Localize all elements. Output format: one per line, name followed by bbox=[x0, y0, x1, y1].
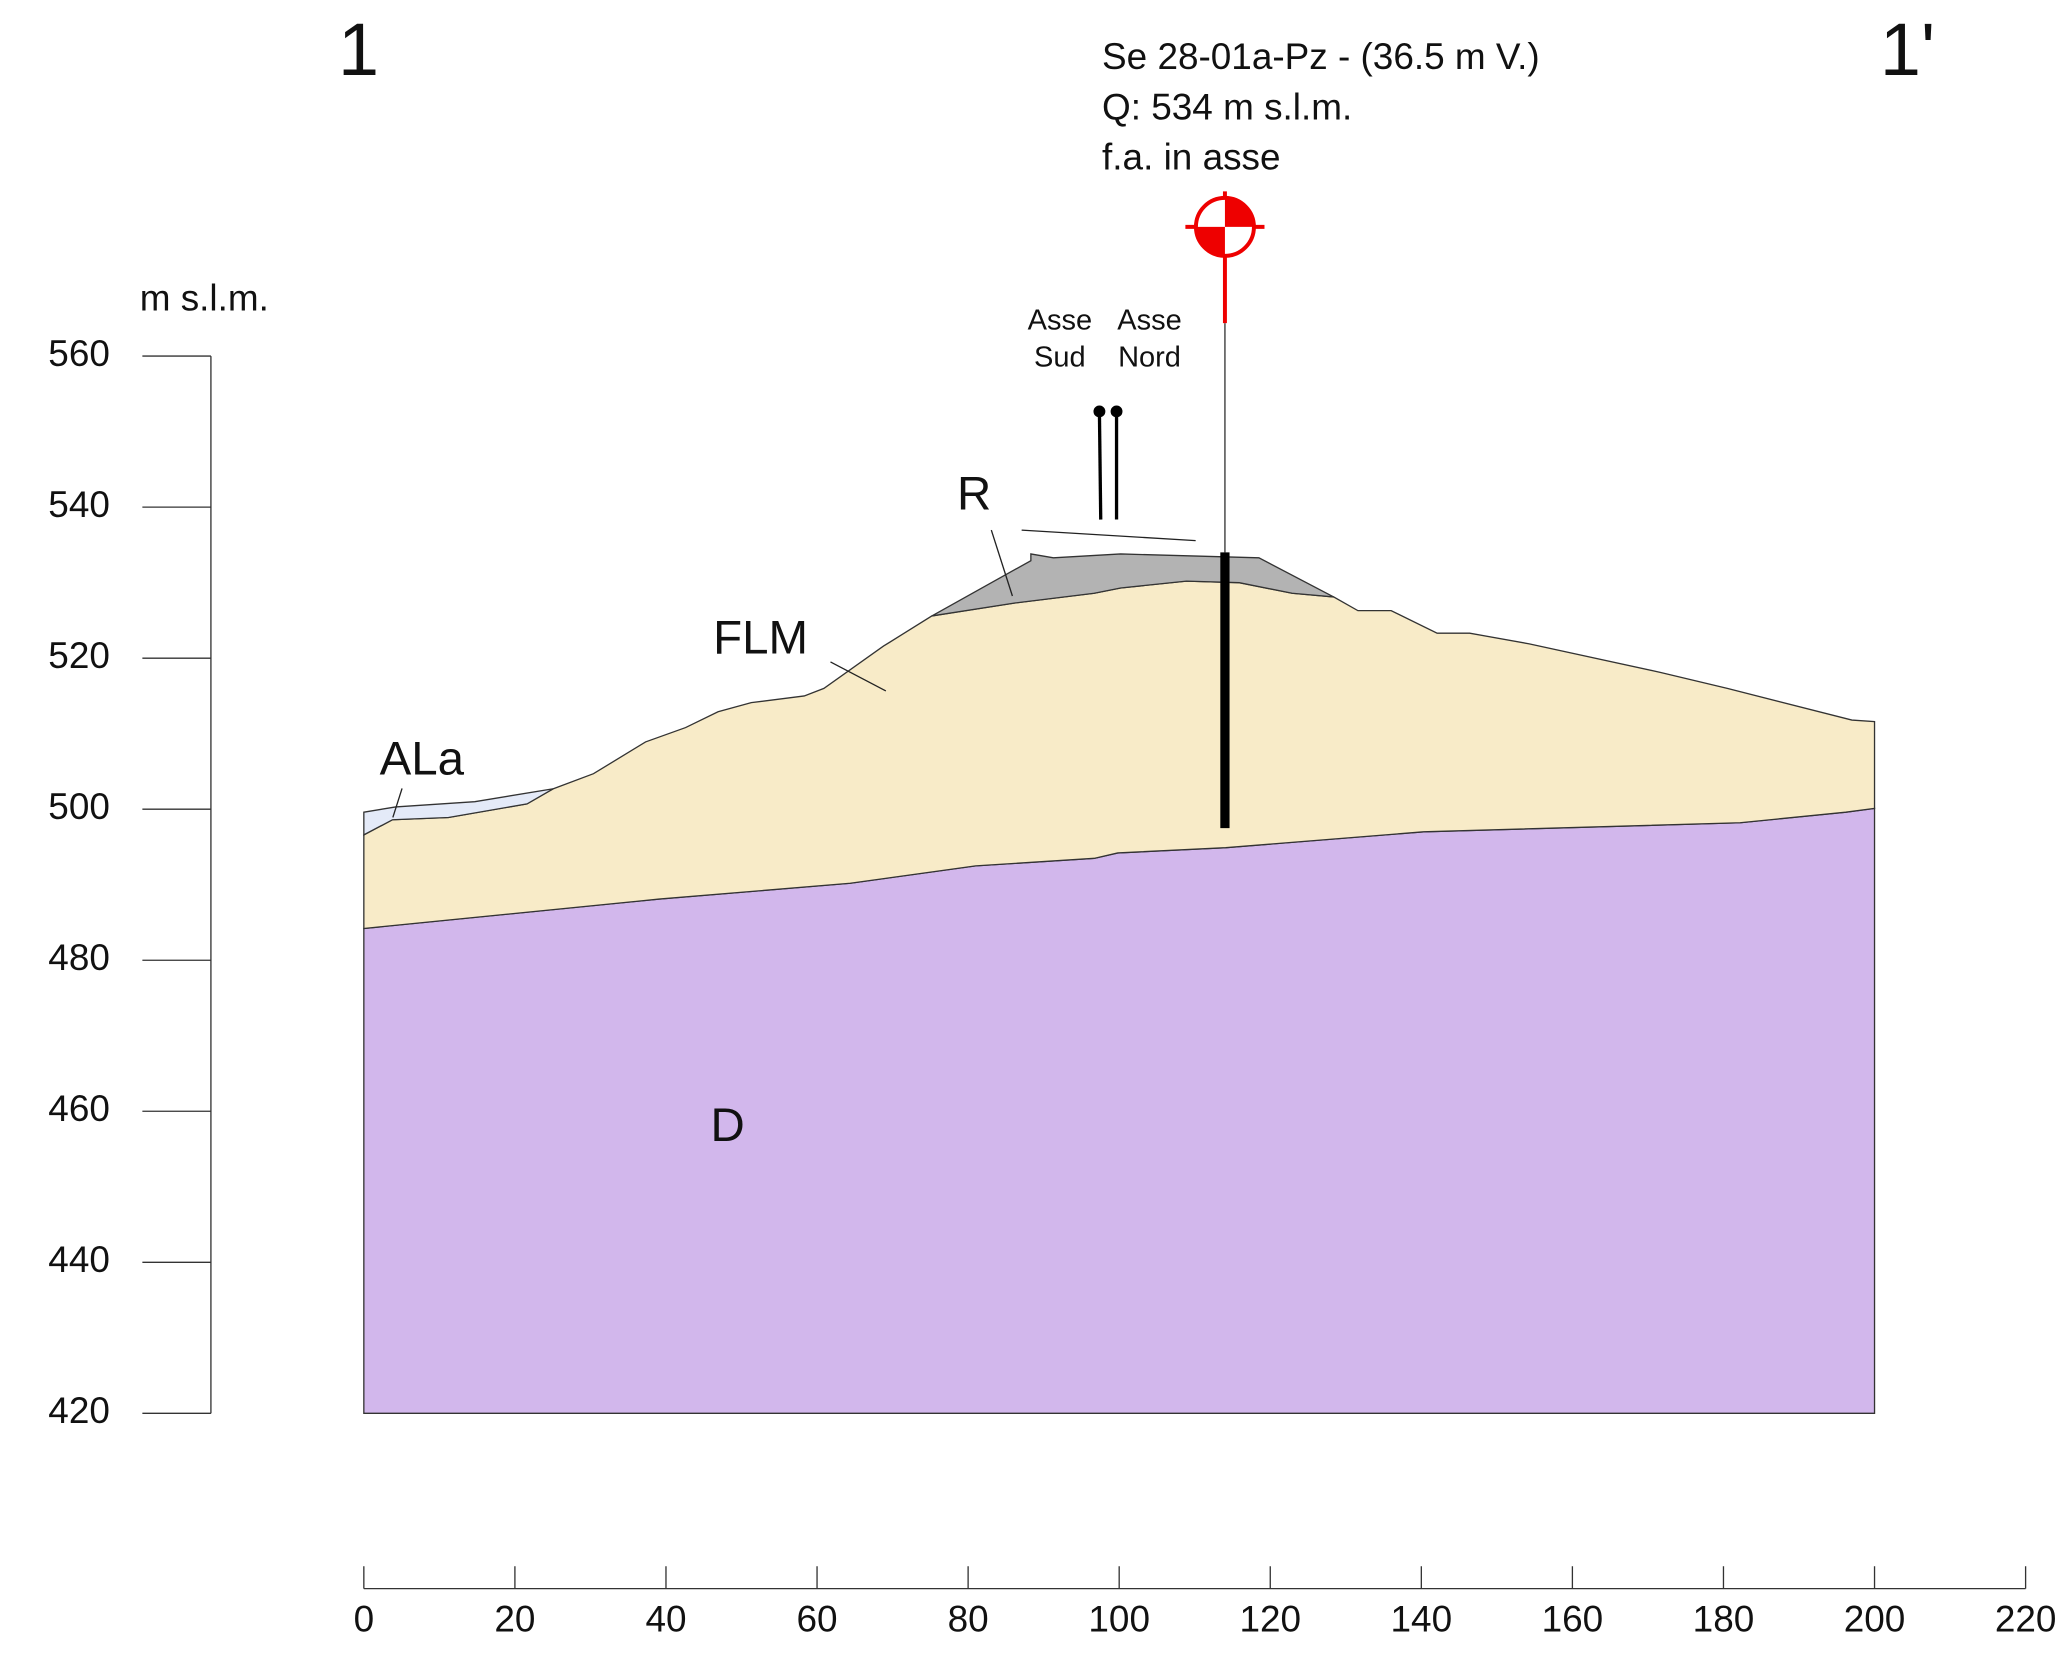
x-tick-label: 200 bbox=[1844, 1598, 1906, 1639]
x-tick-label: 160 bbox=[1542, 1598, 1604, 1639]
y-tick-label: 480 bbox=[48, 937, 110, 978]
layers bbox=[364, 554, 1875, 1413]
y-tick-label: 500 bbox=[48, 786, 110, 827]
axis-marker-head bbox=[1093, 406, 1105, 418]
x-tick-label: 0 bbox=[354, 1598, 375, 1639]
y-tick-label: 440 bbox=[48, 1239, 110, 1280]
x-tick-label: 120 bbox=[1239, 1598, 1301, 1639]
borehole-label: f.a. in asse bbox=[1102, 136, 1280, 177]
x-tick-label: 140 bbox=[1391, 1598, 1453, 1639]
borehole-label: Q: 534 m s.l.m. bbox=[1102, 86, 1352, 127]
y-axis-label: m s.l.m. bbox=[140, 277, 269, 318]
layer-label: ALa bbox=[380, 733, 465, 786]
x-tick-label: 220 bbox=[1995, 1598, 2057, 1639]
axis-marker-head bbox=[1111, 406, 1123, 418]
section-end: 1' bbox=[1880, 8, 1935, 91]
y-tick-label: 560 bbox=[48, 333, 110, 374]
x-tick-label: 20 bbox=[494, 1598, 535, 1639]
x-tick-label: 180 bbox=[1693, 1598, 1755, 1639]
layer-label: FLM bbox=[713, 611, 808, 664]
x-tick-label: 100 bbox=[1088, 1598, 1150, 1639]
y-tick-label: 520 bbox=[48, 635, 110, 676]
axis-marker-label: Sud bbox=[1034, 341, 1086, 373]
axis-marker bbox=[1099, 411, 1100, 519]
page: 1 1' m s.l.m. ALa FLM R D Asse Sud Asse … bbox=[0, 0, 2067, 1660]
chart: 1 1' m s.l.m. ALa FLM R D Asse Sud Asse … bbox=[0, 0, 2067, 1660]
axis-marker-label: Asse bbox=[1117, 304, 1181, 336]
layer-label: D bbox=[711, 1099, 745, 1152]
y-tick-label: 460 bbox=[48, 1088, 110, 1129]
layer-label: R bbox=[957, 468, 991, 521]
x-tick-label: 40 bbox=[645, 1598, 686, 1639]
x-tick-label: 60 bbox=[797, 1598, 838, 1639]
borehole-label: Se 28-01a-Pz - (36.5 m V.) bbox=[1102, 36, 1540, 77]
y-tick-label: 540 bbox=[48, 484, 110, 525]
axis-marker-label: Nord bbox=[1118, 341, 1181, 373]
borehole-symbol bbox=[1196, 227, 1225, 256]
borehole-symbol bbox=[1225, 198, 1254, 227]
x-tick-label: 80 bbox=[948, 1598, 989, 1639]
section-start: 1 bbox=[338, 8, 379, 91]
road-line bbox=[1022, 530, 1196, 541]
y-tick-label: 420 bbox=[48, 1390, 110, 1431]
axis-marker-label: Asse bbox=[1028, 304, 1092, 336]
